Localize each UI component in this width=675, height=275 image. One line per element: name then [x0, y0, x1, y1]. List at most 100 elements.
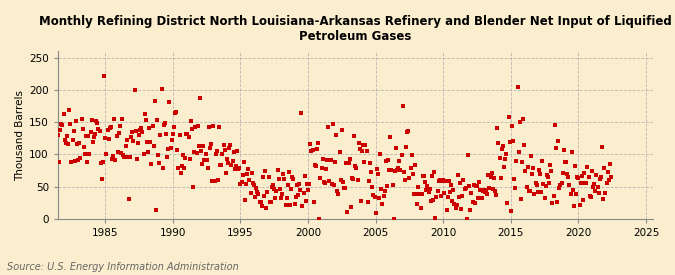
Point — [307, 147, 318, 152]
Point — [200, 152, 211, 156]
Point — [573, 176, 584, 180]
Point — [88, 135, 99, 140]
Point — [115, 151, 126, 155]
Point — [112, 150, 123, 155]
Point — [268, 183, 279, 187]
Point — [427, 174, 437, 178]
Point — [152, 118, 163, 122]
Point — [533, 190, 543, 194]
Point — [226, 163, 237, 167]
Point — [375, 152, 385, 156]
Point — [304, 182, 315, 187]
Point — [55, 128, 65, 133]
Point — [539, 196, 550, 200]
Point — [335, 178, 346, 183]
Point — [273, 177, 284, 181]
Point — [341, 161, 352, 165]
Point — [221, 171, 232, 175]
Point — [186, 119, 196, 123]
Point — [302, 188, 313, 192]
Point — [468, 183, 479, 188]
Point — [479, 190, 490, 194]
Point — [231, 164, 242, 168]
Point — [286, 187, 296, 191]
Point — [489, 189, 500, 193]
Point — [208, 124, 219, 128]
Point — [278, 172, 289, 177]
Point — [433, 178, 444, 183]
Point — [109, 117, 119, 122]
Point — [450, 206, 461, 210]
Point — [602, 170, 613, 174]
Point — [470, 184, 481, 188]
Point — [178, 152, 188, 157]
Point — [350, 164, 360, 168]
Point — [240, 198, 250, 203]
Point — [396, 153, 407, 157]
Point — [512, 85, 523, 89]
Point — [310, 164, 321, 168]
Point — [91, 119, 102, 123]
Point — [189, 150, 200, 154]
Point — [398, 170, 409, 174]
Point — [540, 184, 551, 188]
Point — [325, 158, 336, 162]
Point — [589, 182, 599, 187]
Point — [495, 175, 506, 180]
Point — [531, 183, 542, 187]
Point — [598, 197, 609, 202]
Point — [412, 202, 423, 206]
Point — [381, 159, 392, 163]
Point — [430, 215, 441, 220]
Point — [449, 202, 460, 206]
Point — [469, 201, 480, 205]
Point — [206, 142, 217, 146]
Point — [504, 140, 515, 144]
Point — [548, 194, 559, 199]
Point — [551, 146, 562, 150]
Point — [400, 178, 410, 182]
Point — [319, 181, 330, 185]
Point — [70, 159, 80, 163]
Point — [514, 120, 525, 124]
Point — [238, 173, 248, 178]
Point — [228, 150, 239, 154]
Point — [358, 142, 369, 147]
Point — [174, 133, 185, 138]
Point — [86, 118, 97, 123]
Point — [566, 150, 577, 154]
Point — [253, 192, 264, 196]
Point — [502, 201, 513, 205]
Point — [72, 142, 82, 147]
Point — [115, 124, 126, 128]
Point — [484, 186, 495, 190]
Point — [83, 134, 94, 138]
Point — [418, 174, 429, 178]
Point — [438, 178, 449, 183]
Point — [432, 189, 443, 193]
Point — [263, 175, 274, 180]
Point — [456, 207, 466, 211]
Point — [216, 163, 227, 167]
Point — [349, 134, 360, 138]
Point — [58, 112, 69, 116]
Point — [245, 191, 256, 196]
Point — [423, 190, 434, 195]
Point — [368, 193, 379, 197]
Point — [288, 177, 299, 181]
Point — [217, 152, 228, 156]
Point — [601, 181, 612, 185]
Point — [574, 203, 585, 207]
Point — [265, 200, 276, 204]
Point — [465, 208, 476, 212]
Point — [238, 160, 249, 164]
Text: Source: U.S. Energy Information Administration: Source: U.S. Energy Information Administ… — [7, 262, 238, 272]
Point — [171, 110, 182, 114]
Point — [81, 134, 92, 139]
Point — [508, 139, 518, 143]
Point — [516, 160, 527, 164]
Point — [181, 132, 192, 136]
Point — [260, 169, 271, 173]
Point — [66, 160, 77, 164]
Point — [299, 174, 310, 178]
